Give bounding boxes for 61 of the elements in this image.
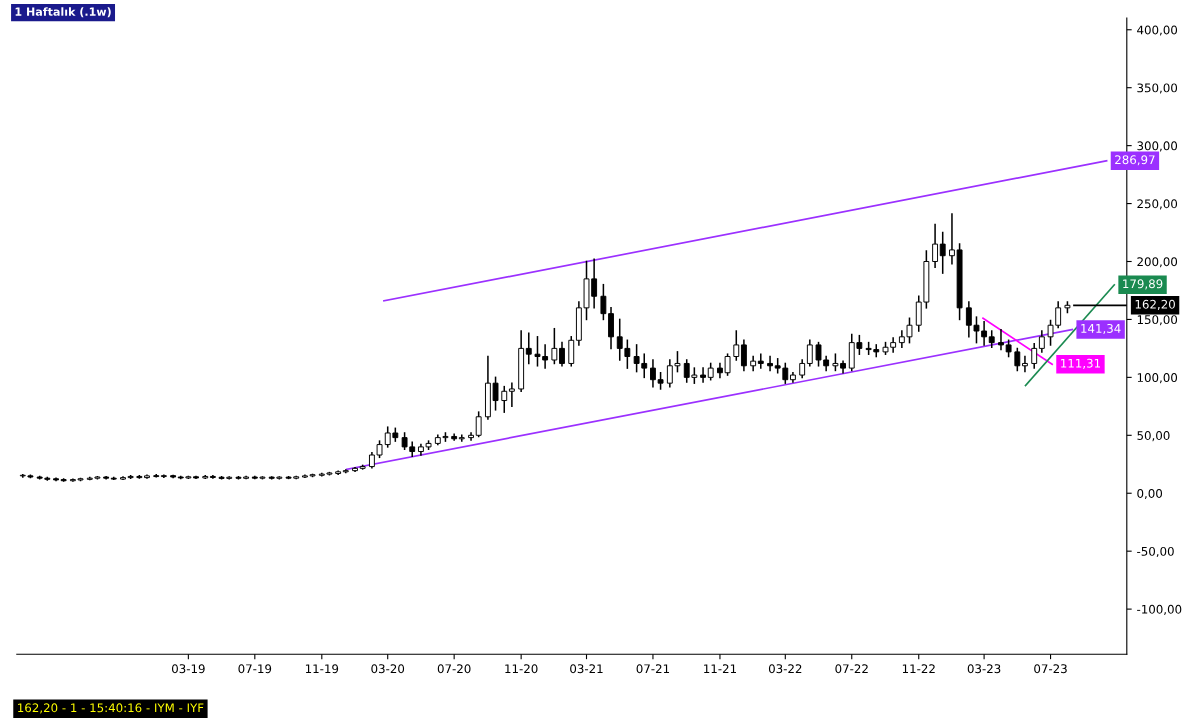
candlestick bbox=[608, 307, 614, 350]
candlestick bbox=[209, 475, 216, 479]
y-tick-label: -100,00 bbox=[1137, 604, 1182, 615]
candlestick bbox=[468, 432, 474, 441]
y-tick-label: 250,00 bbox=[1137, 199, 1178, 210]
x-tick-label: 03-21 bbox=[570, 664, 603, 674]
x-tick-label: 03-23 bbox=[967, 664, 1001, 674]
candlestick bbox=[501, 385, 508, 413]
x-tick-label: 11-19 bbox=[305, 664, 339, 674]
data-label: 141,34 bbox=[1081, 323, 1121, 335]
chart-title: 1 Haftalık (.1w) bbox=[15, 7, 111, 18]
x-tick-label: 07-22 bbox=[835, 664, 868, 674]
candlestick bbox=[568, 336, 575, 367]
y-tick-label: 150,00 bbox=[1137, 315, 1178, 326]
y-tick-label: 50,00 bbox=[1137, 431, 1170, 442]
x-tick-label: 07-23 bbox=[1034, 664, 1067, 674]
text: 162,20 - 1 - 15:40:16 - IYM - IYF bbox=[18, 703, 204, 714]
x-tick-label: 03-19 bbox=[171, 664, 205, 674]
x-tick-label: 11-20 bbox=[505, 664, 538, 674]
candlestick bbox=[451, 433, 458, 441]
x-tick-label: 07-21 bbox=[636, 664, 670, 674]
y-tick-label: 300,00 bbox=[1137, 141, 1178, 152]
x-tick-label: 03-20 bbox=[371, 664, 405, 674]
candlestick bbox=[806, 339, 813, 367]
candlestick bbox=[559, 341, 565, 367]
y-tick-label: 350,00 bbox=[1137, 83, 1178, 94]
candlestick bbox=[475, 411, 482, 438]
candlestick bbox=[757, 353, 764, 369]
candlestick bbox=[1031, 343, 1038, 369]
y-tick-label: 400,00 bbox=[1137, 25, 1178, 36]
x-tick-label: 11-21 bbox=[704, 664, 737, 673]
candlestick bbox=[700, 367, 706, 383]
y-tick-label: 200,00 bbox=[1137, 257, 1178, 268]
y-tick-label: 100,00 bbox=[1137, 373, 1178, 384]
data-label: 162,20 bbox=[1135, 299, 1175, 310]
y-tick-label: 0,00 bbox=[1137, 488, 1163, 500]
candlestick bbox=[551, 327, 558, 365]
y-tick-label: -50,00 bbox=[1137, 546, 1174, 558]
candlestick bbox=[1014, 347, 1021, 372]
data-label: 111,31 bbox=[1061, 358, 1101, 369]
x-tick-label: 11-22 bbox=[902, 664, 935, 673]
candlestick bbox=[525, 332, 532, 365]
candlestick bbox=[600, 283, 607, 321]
candlestick bbox=[335, 470, 342, 475]
candlestick bbox=[767, 355, 773, 372]
candlestick bbox=[998, 329, 1004, 351]
x-tick-label: 07-20 bbox=[437, 664, 471, 674]
candlestick bbox=[458, 434, 465, 442]
data-label: 286,97 bbox=[1115, 155, 1155, 166]
candlestick bbox=[1022, 355, 1028, 373]
candlestick bbox=[939, 231, 946, 274]
x-tick-label: 03-22 bbox=[768, 664, 802, 674]
candlestick bbox=[153, 473, 160, 478]
candlestick bbox=[1038, 330, 1045, 353]
candlestick bbox=[342, 469, 349, 474]
candlestick bbox=[733, 330, 740, 361]
data-label: 179,89 bbox=[1123, 279, 1163, 290]
x-tick-label: 07-19 bbox=[238, 664, 272, 674]
candlestick bbox=[508, 382, 515, 408]
candlestick bbox=[740, 339, 747, 372]
candlestick bbox=[932, 223, 939, 269]
